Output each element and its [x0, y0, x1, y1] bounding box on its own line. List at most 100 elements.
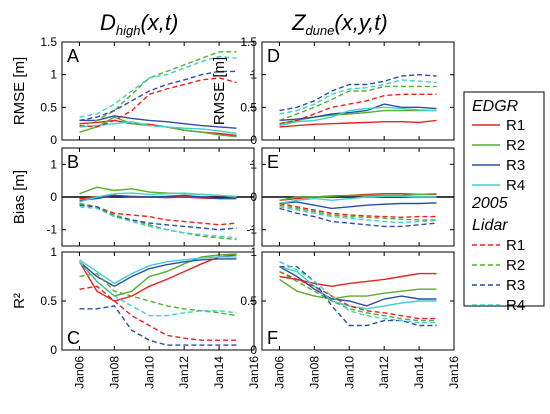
legend-group2-title-line2: Lidar — [472, 217, 508, 234]
y-tick-label: 1 — [50, 68, 57, 82]
series-line-lidar-r4 — [79, 55, 237, 118]
y-tick-label: -1 — [246, 223, 257, 237]
series-line-edgr-r4 — [79, 120, 237, 135]
series-line-edgr-r3 — [79, 258, 237, 288]
series-line-lidar-r4 — [279, 261, 437, 324]
x-tick-label: Jan12 — [377, 356, 391, 389]
legend-label-lidar-r2: R2 — [506, 257, 525, 274]
panel-D: D 0 0.5 1 1.5 RMSE [m] — [211, 35, 455, 147]
series-line-lidar-r4 — [279, 206, 437, 224]
series-line-lidar-r1 — [279, 93, 437, 125]
x-tick-label: Jan16 — [247, 356, 261, 389]
series-line-lidar-r2 — [79, 272, 237, 317]
y-tick-label: 0.5 — [240, 294, 257, 308]
series-line-lidar-r3 — [79, 305, 237, 346]
panel-A: A 0 0.5 1 1.5 RMSE [m] — [11, 35, 255, 147]
series-line-edgr-r2 — [279, 278, 437, 300]
y-tick-label: 1.5 — [240, 35, 257, 49]
x-tick-label: Jan16 — [447, 356, 461, 389]
series-line-edgr-r4 — [279, 266, 437, 310]
series-line-edgr-r3 — [279, 201, 437, 210]
y-tick-label: 0.5 — [40, 100, 57, 114]
right-title-main: Z — [291, 10, 307, 35]
series-line-edgr-r2 — [279, 193, 437, 201]
left-title-args: (x,t) — [140, 10, 178, 35]
series-line-edgr-r1 — [279, 119, 437, 128]
panel-label: E — [267, 152, 279, 172]
series-line-lidar-r4 — [79, 206, 237, 239]
x-tick-label: Jan06 — [272, 356, 286, 389]
series-line-lidar-r3 — [279, 266, 437, 327]
legend-group1-title: EDGR — [472, 98, 519, 115]
series-line-lidar-r3 — [279, 207, 437, 228]
axes-box — [261, 41, 455, 141]
axes-box — [61, 41, 255, 141]
panel-B: B -1 0 1 Bias [m] — [11, 147, 255, 247]
legend-label-edgr-r4: R4 — [506, 177, 525, 194]
panel-label: B — [67, 152, 79, 172]
series-line-lidar-r4 — [78, 261, 237, 317]
y-tick-label: 0 — [50, 133, 57, 147]
series-line-lidar-r1 — [79, 77, 237, 128]
series-line-edgr-r3 — [279, 103, 437, 122]
series-line-lidar-r2 — [79, 51, 237, 128]
legend-label-edgr-r3: R3 — [506, 157, 525, 174]
series-line-lidar-r2 — [279, 270, 437, 322]
legend-label-lidar-r1: R1 — [506, 237, 525, 254]
panel-E: E -1 0 1 — [246, 147, 455, 247]
legend: EDGR 2005 Lidar R1 R2 R3 R4 R1 R2 R3 R4 — [463, 91, 545, 314]
panel-label: A — [67, 46, 79, 66]
panel-label: C — [67, 328, 80, 348]
series-line-lidar-r1 — [79, 202, 237, 226]
left-title-sub: high — [116, 23, 141, 38]
y-tick-label: 1 — [50, 157, 57, 171]
right-column-title: Zdune(x,y,t) — [291, 10, 388, 38]
x-tick-label: Jan14 — [412, 356, 426, 389]
x-tick-label: Jan08 — [307, 356, 321, 389]
series-line-edgr-r4 — [279, 195, 437, 205]
series-line-edgr-r4 — [79, 256, 237, 285]
y-tick-label: 0 — [50, 190, 57, 204]
series-line-edgr-r4 — [79, 192, 237, 203]
x-tick-label: Jan08 — [107, 356, 121, 389]
series-line-lidar-r1 — [79, 285, 237, 341]
y-tick-label: 1 — [250, 68, 257, 82]
left-column-title: Dhigh(x,t) — [100, 10, 178, 38]
y-tick-label: -1 — [46, 223, 57, 237]
series-line-lidar-r3 — [79, 70, 237, 122]
series-line-edgr-r1 — [78, 254, 237, 302]
series-line-lidar-r2 — [279, 85, 437, 122]
y-tick-label: 0.5 — [240, 100, 257, 114]
panel-label: D — [267, 46, 280, 66]
y-tick-label: 1 — [250, 157, 257, 171]
series-line-lidar-r1 — [279, 270, 437, 320]
x-tick-label: Jan10 — [142, 356, 156, 389]
legend-group2-title-line1: 2005 — [471, 195, 508, 212]
x-tick-label: Jan10 — [342, 356, 356, 389]
series-line-edgr-r1 — [279, 272, 437, 288]
legend-label-edgr-r2: R2 — [506, 137, 525, 154]
y-tick-label: 1 — [50, 245, 57, 259]
x-tick-label: Jan14 — [212, 356, 226, 389]
legend-label-edgr-r1: R1 — [506, 117, 525, 134]
series-line-lidar-r1 — [279, 202, 437, 219]
legend-label-lidar-r4: R4 — [506, 297, 525, 314]
x-tick-label: Jan12 — [177, 356, 191, 389]
y-tick-label: 0.5 — [40, 294, 57, 308]
series-line-lidar-r3 — [279, 73, 437, 112]
y-axis-label: RMSE [m] — [211, 57, 228, 125]
y-tick-label: 1.5 — [40, 35, 57, 49]
y-tick-label: 0 — [250, 343, 257, 357]
y-tick-label: 0 — [50, 343, 57, 357]
series-line-edgr-r2 — [78, 253, 237, 297]
series-line-lidar-r3 — [79, 204, 237, 231]
series-line-lidar-r4 — [279, 79, 437, 115]
legend-box — [463, 91, 545, 307]
series-line-edgr-r3 — [79, 115, 237, 129]
y-tick-label: 1 — [250, 245, 257, 259]
y-axis-label: R² — [11, 293, 28, 309]
right-title-args: (x,y,t) — [334, 10, 387, 35]
